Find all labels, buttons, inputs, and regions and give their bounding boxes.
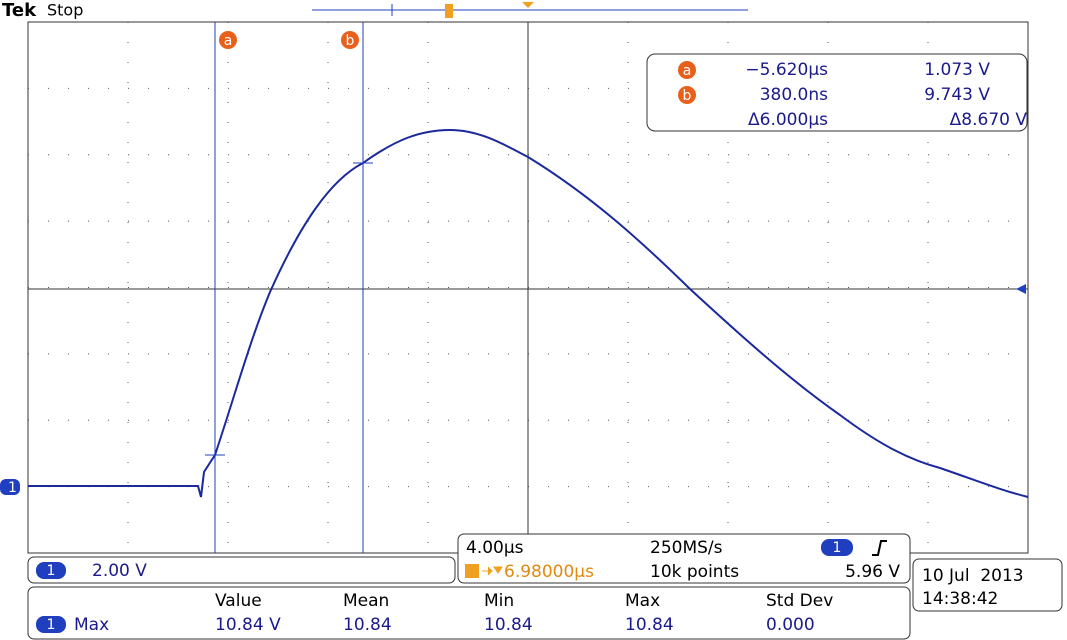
trigger-delay: 6.98000µs (504, 562, 594, 582)
measurement-cell: 0.000 (766, 615, 815, 635)
trigger-delay-icon (465, 564, 479, 578)
trigger-marker (522, 2, 534, 8)
channel-badge (36, 562, 66, 579)
readout-a-label: a (683, 63, 692, 79)
measurement-header: Mean (343, 591, 389, 611)
view-marker (445, 4, 453, 18)
readout-b-badge (678, 86, 696, 104)
measurement-header: Std Dev (766, 591, 833, 611)
cursor-a-volts: 1.073 V (924, 60, 990, 80)
cursor-b-time: 380.0ns (760, 85, 828, 105)
measurement-cell: 10.84 (484, 615, 533, 635)
cursor-a-badge (219, 31, 237, 49)
record-length: 10k points (650, 562, 739, 582)
cursor-a-label: a (224, 33, 233, 49)
ch1-ground-label: 1 (8, 480, 17, 496)
measurement-box (27, 586, 911, 640)
trigger-level-marker (1016, 284, 1026, 294)
measurement-badge (36, 616, 66, 633)
cursor-b-badge (341, 31, 359, 49)
channel-box (27, 556, 456, 584)
cursor-b-volts: 9.743 V (924, 85, 990, 105)
readout-b-label: b (683, 88, 692, 104)
trigger-channel-label: 1 (833, 540, 842, 556)
measurement-header: Min (484, 591, 514, 611)
readout-a-badge (678, 61, 696, 79)
trigger-delay-arrow (482, 566, 503, 576)
cursor-b-label: b (346, 33, 355, 49)
trigger-level: 5.96 V (845, 562, 900, 582)
cursor-readout (646, 53, 1028, 132)
time: 14:38:42 (922, 589, 998, 609)
ch1-ground-marker (0, 479, 20, 495)
measurement-table: Value Mean Min Max Std Dev 1 Max 10.84 V 10.84 10… (36, 591, 833, 635)
measurement-header: Max (625, 591, 660, 611)
acquisition-box (457, 533, 911, 584)
sample-rate: 250MS/s (650, 538, 723, 558)
measurement-cell: 10.84 V (215, 615, 281, 635)
trigger-slope-icon (872, 540, 887, 556)
trigger-channel-badge (821, 539, 853, 556)
channel-badge-label: 1 (47, 563, 56, 579)
measurement-cell: 10.84 (343, 615, 392, 635)
date: 10 Jul 2013 (922, 566, 1024, 586)
measurement-name: Max (74, 615, 109, 635)
cursor-a-time: −5.620µs (745, 60, 828, 80)
channel-scale: 2.00 V (92, 561, 147, 581)
datetime-box (912, 558, 1063, 612)
measurement-cell: 10.84 (625, 615, 674, 635)
brand: Tek (2, 0, 37, 21)
status: Stop (47, 1, 83, 20)
measurement-badge-label: 1 (47, 617, 56, 633)
delta-volts: Δ8.670 V (950, 110, 1028, 130)
measurement-header: Value (215, 591, 262, 611)
timebase: 4.00µs (466, 538, 524, 558)
waveform (28, 128, 1029, 498)
delta-time: Δ6.000µs (748, 110, 828, 130)
